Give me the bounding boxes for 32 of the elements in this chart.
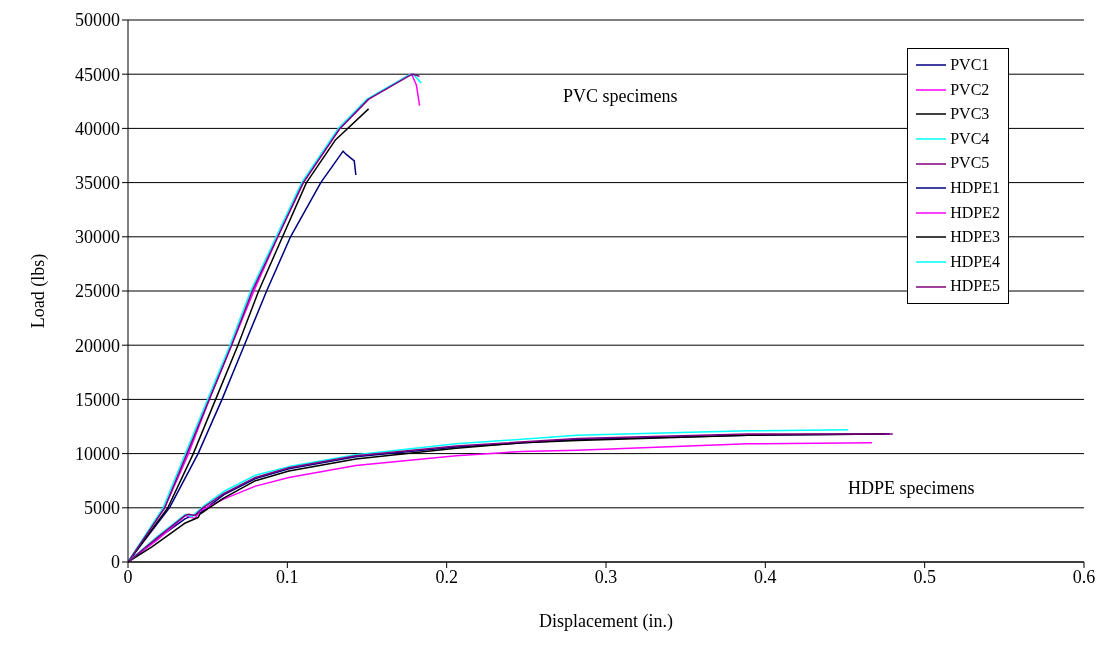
annotation: PVC specimens bbox=[563, 86, 678, 107]
legend-label: PVC3 bbox=[950, 104, 990, 125]
legend-label: HDPE2 bbox=[950, 202, 1000, 223]
y-tick-label: 40000 bbox=[75, 118, 120, 139]
x-axis-title: Displacement (in.) bbox=[539, 611, 673, 632]
legend-label: HDPE4 bbox=[950, 251, 1000, 272]
x-tick-label: 0.4 bbox=[754, 566, 777, 587]
x-tick-label: 0.6 bbox=[1072, 566, 1096, 587]
legend-label: HDPE5 bbox=[950, 276, 1000, 297]
x-tick-label: 0.5 bbox=[913, 566, 936, 587]
legend-label: PVC5 bbox=[950, 153, 990, 174]
y-axis-title: Load (lbs) bbox=[28, 253, 50, 329]
x-tick-label: 0.2 bbox=[435, 566, 458, 587]
legend-label: HDPE3 bbox=[950, 227, 1000, 248]
legend-label: PVC2 bbox=[950, 79, 990, 100]
y-tick-label: 15000 bbox=[75, 389, 120, 410]
legend-label: PVC4 bbox=[950, 128, 990, 149]
x-tick-label: 0 bbox=[123, 566, 133, 587]
y-tick-label: 50000 bbox=[75, 10, 120, 31]
y-tick-label: 35000 bbox=[75, 172, 120, 193]
x-tick-label: 0.1 bbox=[276, 566, 299, 587]
y-tick-label: 0 bbox=[111, 552, 120, 573]
y-tick-label: 45000 bbox=[75, 64, 120, 85]
y-tick-label: 10000 bbox=[75, 443, 120, 464]
y-tick-label: 30000 bbox=[75, 227, 120, 248]
annotation: HDPE specimens bbox=[848, 478, 975, 499]
y-tick-label: 25000 bbox=[75, 281, 120, 302]
legend-label: HDPE1 bbox=[950, 177, 1000, 198]
y-tick-label: 5000 bbox=[84, 498, 120, 519]
x-tick-label: 0.3 bbox=[594, 566, 618, 587]
legend-label: PVC1 bbox=[950, 55, 990, 75]
y-tick-label: 20000 bbox=[75, 335, 120, 356]
